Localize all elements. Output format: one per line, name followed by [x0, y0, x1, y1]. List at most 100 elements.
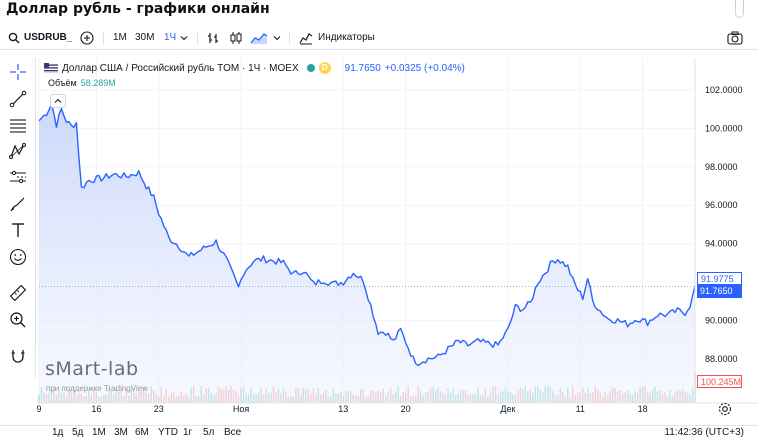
smile-icon — [9, 248, 27, 266]
page-title: Доллар рубль - графики онлайн — [6, 1, 270, 17]
toolbar-divider — [289, 31, 290, 45]
chevron-up-icon — [54, 98, 62, 103]
range-all-button[interactable]: Все — [224, 427, 242, 438]
indicators-label: Индикаторы — [318, 32, 375, 43]
text-tool-button[interactable] — [8, 220, 28, 240]
x-tick-label: 9 — [37, 404, 42, 414]
candles-icon — [229, 31, 243, 45]
y-tick-label: 96.0000 — [705, 200, 738, 210]
interval-30m-button[interactable]: 30M — [135, 32, 155, 43]
prediction-tool-button[interactable] — [8, 167, 28, 187]
drawing-toolbar — [0, 58, 36, 378]
watermark-brand: sMart-lab — [45, 358, 139, 380]
symbol-search-button[interactable]: USDRUB_ — [8, 30, 72, 46]
chevron-down-icon — [273, 34, 281, 42]
market-open-dot — [306, 64, 315, 72]
last-price-label: 91.7650 — [697, 285, 742, 298]
volume-value: 58.289M — [80, 78, 116, 88]
page-header: Доллар рубль - графики онлайн — [0, 0, 758, 22]
x-tick-label: 11 — [576, 404, 585, 414]
range-1y-button[interactable]: 1г — [183, 427, 193, 438]
text-icon — [12, 223, 24, 237]
market-status: D — [306, 62, 331, 74]
volume-label: Объём — [48, 78, 77, 88]
scroll-indicator — [735, 0, 744, 18]
y-tick-label: 94.0000 — [705, 239, 738, 249]
y-tick-label: 98.0000 — [705, 162, 738, 172]
toolbar-divider — [197, 31, 198, 45]
indicators-icon — [299, 31, 313, 45]
interval-1h-button[interactable]: 1Ч — [164, 32, 177, 43]
pattern-icon — [9, 143, 26, 159]
range-5d-button[interactable]: 5д — [72, 427, 84, 438]
range-1m-button[interactable]: 1М — [92, 427, 106, 438]
range-bar: 1д 5д 1М 3М 6М YTD 1г 5л Все 11:42:36 (U… — [0, 425, 758, 438]
bar-chart-icon — [206, 31, 220, 45]
interval-dropdown-button[interactable] — [180, 30, 188, 46]
horizontal-lines-icon — [10, 119, 26, 133]
zoom-tool-button[interactable] — [8, 310, 28, 330]
legend-price: 91.7650 — [344, 62, 381, 74]
trend-line-icon — [9, 90, 27, 108]
chart-type-dropdown-button[interactable] — [273, 30, 281, 46]
instrument-icon — [44, 63, 58, 73]
snapshot-button[interactable] — [727, 30, 743, 46]
x-tick-label: 23 — [154, 404, 164, 414]
prediction-icon — [10, 170, 26, 184]
trend-line-tool-button[interactable] — [8, 89, 28, 109]
plus-circle-icon — [80, 31, 94, 45]
toolbar-divider — [103, 31, 104, 45]
brush-icon — [10, 197, 25, 212]
price-chart[interactable]: 102.0000100.000098.000096.000094.000092.… — [37, 58, 758, 425]
ruler-icon — [9, 284, 27, 302]
chart-toolbar: USDRUB_ 1M 30M 1Ч Ин — [0, 26, 758, 50]
price-line — [38, 103, 696, 367]
x-tick-label: 20 — [401, 404, 411, 414]
chart-pane[interactable]: 102.0000100.000098.000096.000094.000092.… — [37, 58, 758, 438]
time-zone-clock[interactable]: 11:42:36 (UTC+3) — [664, 427, 744, 438]
magnet-tool-button[interactable] — [8, 346, 28, 366]
ruler-tool-button[interactable] — [8, 283, 28, 303]
zoom-in-icon — [10, 312, 26, 328]
area-chart-type-button[interactable] — [250, 30, 268, 46]
x-tick-label: 13 — [338, 404, 348, 414]
magnet-icon — [11, 350, 25, 363]
collapse-legend-button[interactable] — [50, 94, 66, 108]
y-tick-label: 100.0000 — [705, 123, 743, 133]
watermark-sub: при поддержке TradingView — [46, 384, 148, 393]
search-icon — [8, 32, 20, 44]
legend-change: +0.0325 (+0.04%) — [384, 62, 465, 74]
y-tick-label: 90.0000 — [705, 315, 738, 325]
emoji-tool-button[interactable] — [8, 247, 28, 267]
indicators-button[interactable]: Индикаторы — [299, 30, 375, 46]
compare-symbol-button[interactable] — [80, 30, 94, 46]
crosshair-tool-button[interactable] — [8, 62, 28, 82]
interval-1m-button[interactable]: 1M — [113, 32, 127, 43]
range-5y-button[interactable]: 5л — [203, 427, 215, 438]
bar-chart-type-button[interactable] — [206, 30, 220, 46]
x-tick-label: Ноя — [233, 404, 250, 414]
instrument-title: Доллар США / Российский рубль TOM · 1Ч ·… — [62, 62, 299, 74]
chart-settings-button[interactable] — [718, 402, 732, 421]
camera-icon — [727, 31, 743, 45]
range-3m-button[interactable]: 3М — [114, 427, 128, 438]
brush-tool-button[interactable] — [8, 194, 28, 214]
gear-icon — [718, 402, 732, 416]
y-tick-label: 102.0000 — [705, 85, 743, 95]
x-tick-label: Дек — [500, 404, 515, 414]
crosshair-icon — [10, 64, 26, 80]
volume-price-label: 100.245M — [697, 375, 742, 388]
volume-legend: Объём 58.289M — [48, 78, 116, 88]
pattern-tool-button[interactable] — [8, 141, 28, 161]
chart-legend[interactable]: Доллар США / Российский рубль TOM · 1Ч ·… — [44, 61, 465, 75]
candles-chart-type-button[interactable] — [229, 30, 243, 46]
x-tick-label: 16 — [91, 404, 101, 414]
symbol-label: USDRUB_ — [24, 32, 73, 43]
chevron-down-icon — [180, 34, 188, 42]
x-tick-label: 18 — [638, 404, 648, 414]
delayed-badge: D — [318, 62, 331, 74]
range-6m-button[interactable]: 6М — [135, 427, 149, 438]
range-1d-button[interactable]: 1д — [52, 427, 64, 438]
range-ytd-button[interactable]: YTD — [158, 427, 178, 438]
horizontal-lines-tool-button[interactable] — [8, 115, 28, 135]
